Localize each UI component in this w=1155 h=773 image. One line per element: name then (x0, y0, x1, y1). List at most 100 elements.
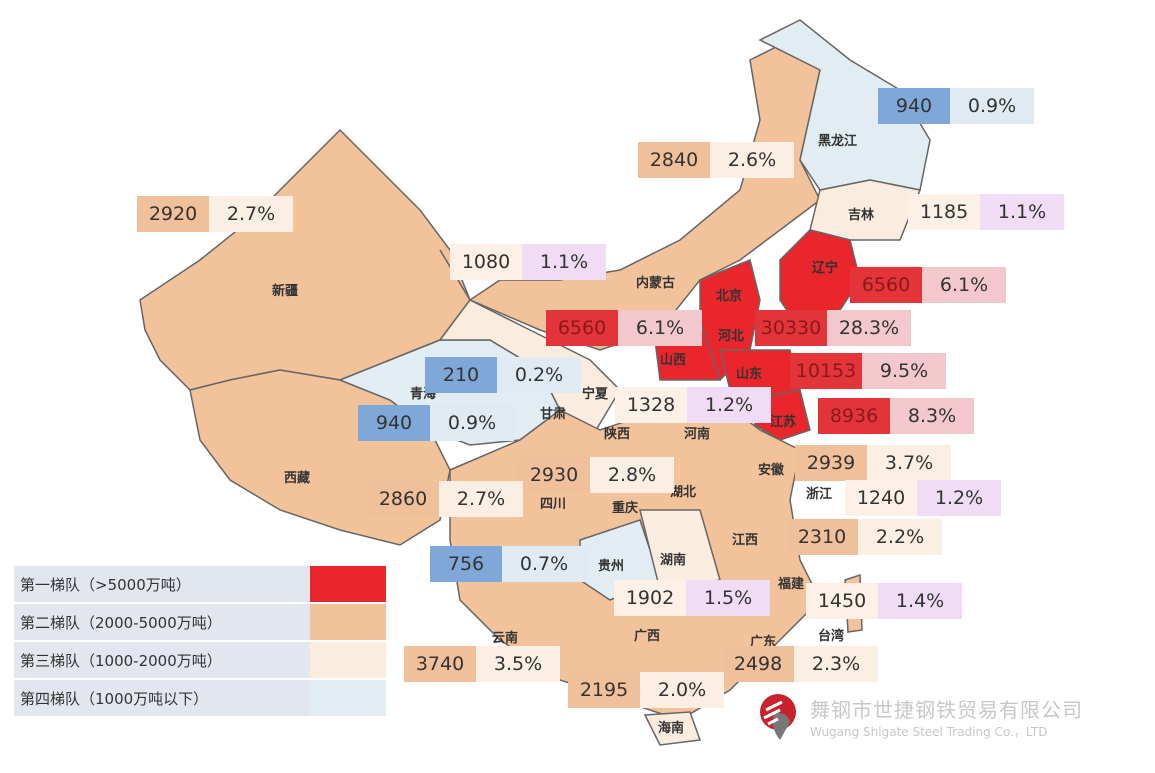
legend-item: 第一梯队（>5000万吨） (14, 566, 386, 602)
production-value: 2310 (786, 519, 858, 555)
production-share: 6.1% (922, 267, 1006, 303)
province-name: 辽宁 (812, 260, 838, 276)
province-name: 贵州 (598, 558, 624, 574)
legend-label: 第一梯队（>5000万吨） (14, 566, 310, 602)
production-value: 1450 (806, 583, 878, 619)
province-name: 江苏 (770, 414, 796, 430)
region-inner-mongolia (468, 39, 821, 351)
province-name: 新疆 (272, 283, 298, 299)
production-share: 1.4% (878, 583, 962, 619)
production-share: 1.5% (686, 580, 770, 616)
legend-item: 第三梯队（1000-2000万吨） (14, 642, 386, 678)
province-name: 吉林 (848, 207, 874, 223)
production-value: 2195 (568, 672, 640, 708)
legend-label: 第四梯队（1000万吨以下） (14, 680, 310, 716)
province-data-label: 1240 1.2% (845, 480, 1001, 516)
production-share: 2.7% (439, 481, 523, 517)
legend-swatch (310, 642, 386, 678)
production-value: 2930 (518, 457, 590, 493)
production-share: 2.7% (209, 196, 293, 232)
province-data-label: 2195 2.0% (568, 672, 724, 708)
production-value: 940 (878, 88, 950, 124)
province-data-label: 6560 6.1% (850, 267, 1006, 303)
province-data-label: 756 0.7% (430, 546, 586, 582)
company-name-cn: 舞钢市世捷钢铁贸易有限公司 (810, 698, 1083, 722)
province-data-label: 2498 2.3% (722, 646, 878, 682)
province-name: 广西 (634, 628, 660, 644)
province-name: 台湾 (818, 628, 844, 644)
production-value: 2860 (367, 481, 439, 517)
production-share: 9.5% (862, 353, 946, 389)
province-data-label: 940 0.9% (878, 88, 1034, 124)
province-data-label: 3740 3.5% (404, 646, 560, 682)
production-value: 10153 (790, 353, 862, 389)
province-data-label: 940 0.9% (358, 405, 514, 441)
production-share: 2.6% (710, 142, 794, 178)
province-name: 浙江 (806, 486, 832, 502)
province-name: 西藏 (284, 470, 310, 486)
production-share: 1.2% (917, 480, 1001, 516)
production-value: 2920 (137, 196, 209, 232)
production-value: 756 (430, 546, 502, 582)
production-value: 6560 (546, 310, 618, 346)
region-hainan (643, 711, 702, 746)
legend-label: 第三梯队（1000-2000万吨） (14, 642, 310, 678)
province-name: 内蒙古 (636, 275, 675, 291)
production-share: 0.9% (430, 405, 514, 441)
legend-label: 第二梯队（2000-5000万吨） (14, 604, 310, 640)
province-name: 宁夏 (582, 386, 609, 402)
production-value: 2498 (722, 646, 794, 682)
production-value: 2939 (795, 445, 867, 481)
production-value: 30330 (755, 310, 827, 346)
province-name: 河北 (718, 328, 744, 344)
production-share: 2.0% (640, 672, 724, 708)
production-value: 1328 (615, 387, 687, 423)
province-data-label: 210 0.2% (425, 357, 581, 393)
production-share: 1.2% (687, 387, 771, 423)
province-name: 海南 (658, 720, 684, 736)
province-name: 北京 (716, 288, 742, 304)
province-data-label: 2840 2.6% (638, 142, 794, 178)
legend-swatch (310, 680, 386, 716)
production-share: 3.5% (476, 646, 560, 682)
province-data-label: 2860 2.7% (367, 481, 523, 517)
production-share: 0.2% (497, 357, 581, 393)
province-data-label: 6560 6.1% (546, 310, 702, 346)
company-logo-icon (760, 694, 796, 740)
legend: 第一梯队（>5000万吨） 第二梯队（2000-5000万吨） 第三梯队（100… (14, 566, 386, 718)
company-watermark: 舞钢市世捷钢铁贸易有限公司 Wugang Shigate Steel Tradi… (756, 692, 1083, 742)
province-name: 黑龙江 (818, 133, 857, 149)
company-name-en: Wugang Shigate Steel Trading Co.，LTD (810, 725, 1048, 739)
production-share: 0.7% (502, 546, 586, 582)
province-data-label: 30330 28.3% (755, 310, 911, 346)
province-data-label: 2310 2.2% (786, 519, 942, 555)
production-share: 6.1% (618, 310, 702, 346)
province-name: 云南 (492, 630, 518, 646)
production-value: 3740 (404, 646, 476, 682)
production-value: 1902 (614, 580, 686, 616)
province-name: 山西 (660, 352, 686, 368)
production-share: 28.3% (827, 310, 911, 346)
province-data-label: 2930 2.8% (518, 457, 674, 493)
legend-item: 第二梯队（2000-5000万吨） (14, 604, 386, 640)
province-data-label: 2920 2.7% (137, 196, 293, 232)
production-value: 210 (425, 357, 497, 393)
production-value: 1240 (845, 480, 917, 516)
production-share: 2.2% (858, 519, 942, 555)
legend-item: 第四梯队（1000万吨以下） (14, 680, 386, 716)
production-share: 0.9% (950, 88, 1034, 124)
province-name: 河南 (684, 426, 710, 442)
province-name: 安徽 (758, 462, 785, 478)
province-data-label: 1902 1.5% (614, 580, 770, 616)
production-share: 1.1% (522, 244, 606, 280)
production-value: 1080 (450, 244, 522, 280)
production-value: 2840 (638, 142, 710, 178)
production-value: 8936 (818, 398, 890, 434)
province-name: 福建 (777, 576, 804, 592)
province-data-label: 10153 9.5% (790, 353, 946, 389)
production-share: 2.8% (590, 457, 674, 493)
province-name: 江西 (732, 532, 758, 548)
province-data-label: 8936 8.3% (818, 398, 974, 434)
production-value: 940 (358, 405, 430, 441)
production-value: 6560 (850, 267, 922, 303)
